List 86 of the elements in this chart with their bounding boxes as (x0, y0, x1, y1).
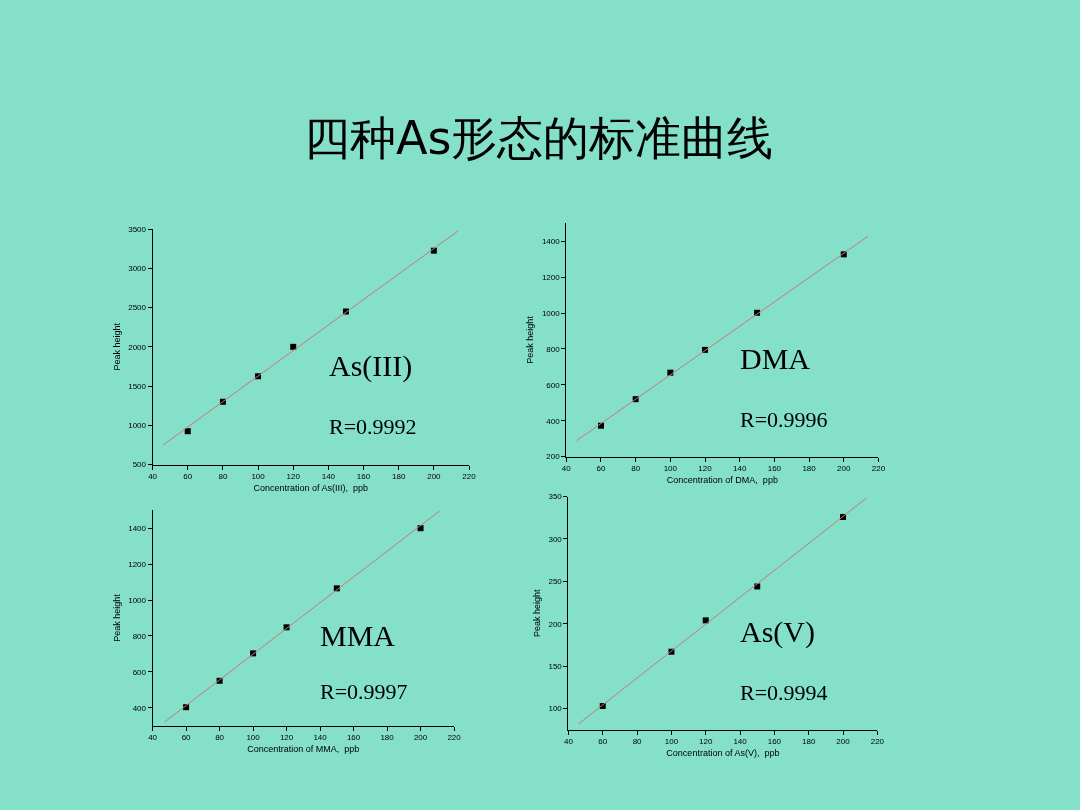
x-tick-label: 180 (380, 733, 395, 743)
x-tick-label: 160 (346, 733, 361, 743)
annotation: R=0.9997 (320, 679, 408, 704)
y-axis-title: Peak height (525, 315, 536, 364)
y-tick-label: 600 (132, 667, 147, 677)
y-axis-title: Peak height (531, 588, 542, 637)
x-tick-label: 180 (802, 464, 817, 474)
x-tick-label: 60 (596, 464, 606, 474)
y-tick-label: 800 (546, 344, 561, 354)
x-tick-label: 100 (246, 733, 261, 743)
y-tick-label: 250 (548, 577, 563, 587)
x-tick-label: 160 (767, 737, 782, 747)
y-tick-label: 1000 (128, 421, 147, 431)
y-axis-title: Peak height (111, 322, 122, 371)
x-axis-title: Concentration of MMA, ppb (247, 744, 360, 755)
y-tick-label: 3500 (128, 224, 147, 234)
x-tick-label: 100 (251, 472, 266, 482)
annotation: As(V) (740, 615, 815, 649)
y-tick-label: 1400 (128, 523, 147, 533)
annotation: R=0.9992 (329, 414, 417, 439)
y-tick-label: 1000 (128, 595, 147, 605)
point (290, 343, 297, 350)
x-tick-label: 80 (215, 733, 225, 743)
x-tick-label: 200 (427, 472, 442, 482)
x-tick-label: 200 (837, 464, 851, 474)
y-tick-label: 2000 (128, 342, 147, 352)
y-tick-label: 350 (548, 492, 563, 502)
y-tick-label: 3000 (128, 264, 147, 274)
x-tick-label: 180 (392, 472, 406, 482)
chart-title: 四种As形态的标准曲线 (304, 111, 774, 165)
x-tick-label: 80 (632, 737, 643, 747)
y-tick-label: 100 (548, 704, 563, 714)
annotation: MMA (320, 619, 396, 652)
y-tick-label: 150 (548, 661, 563, 671)
point (702, 617, 709, 624)
y-axis-title: Peak height (111, 593, 122, 642)
x-tick-label: 140 (733, 464, 747, 474)
x-tick-label: 60 (183, 472, 193, 482)
x-tick-label: 180 (802, 737, 816, 747)
x-axis-title: Concentration of DMA, ppb (666, 474, 778, 485)
x-tick-label: 100 (664, 737, 679, 747)
y-tick-label: 400 (546, 416, 561, 426)
y-tick-label: 1500 (128, 381, 147, 391)
y-tick-label: 300 (548, 534, 563, 544)
x-tick-label: 160 (767, 464, 782, 474)
x-tick-label: 40 (563, 737, 574, 747)
point (184, 428, 191, 435)
x-tick-label: 40 (148, 733, 158, 743)
x-tick-label: 220 (871, 464, 886, 474)
x-tick-label: 220 (870, 737, 885, 747)
y-tick-label: 1400 (541, 237, 561, 247)
y-tick-label: 200 (546, 452, 561, 462)
y-tick-label: 2500 (128, 303, 147, 313)
x-tick-label: 220 (462, 472, 477, 482)
x-tick-label: 120 (699, 737, 713, 747)
annotation: DMA (740, 342, 811, 375)
x-tick-label: 160 (356, 472, 371, 482)
y-tick-label: 800 (132, 631, 147, 641)
x-axis-title: Concentration of As(III), ppb (253, 482, 369, 493)
x-tick-label: 140 (733, 737, 748, 747)
x-tick-label: 80 (218, 472, 228, 482)
x-tick-label: 40 (561, 464, 572, 474)
y-tick-label: 1000 (541, 308, 561, 318)
x-tick-label: 200 (413, 733, 428, 743)
x-tick-label: 220 (447, 733, 462, 743)
annotation: As(III) (329, 349, 413, 383)
y-tick-label: 200 (548, 619, 563, 629)
y-tick-label: 1200 (128, 559, 147, 569)
x-tick-label: 100 (663, 464, 678, 474)
annotation: R=0.9994 (740, 680, 828, 705)
x-tick-label: 60 (598, 737, 608, 747)
x-tick-label: 200 (836, 737, 851, 747)
x-tick-label: 80 (631, 464, 641, 474)
y-tick-label: 1200 (541, 273, 561, 283)
y-tick-label: 400 (132, 703, 147, 713)
y-tick-label: 500 (132, 460, 147, 470)
x-tick-label: 40 (148, 472, 158, 482)
x-tick-label: 120 (698, 464, 713, 474)
annotation: R=0.9996 (740, 407, 828, 432)
x-tick-label: 60 (181, 733, 192, 743)
x-tick-label: 140 (321, 472, 336, 482)
x-axis-title: Concentration of As(V), ppb (666, 748, 780, 759)
y-tick-label: 600 (546, 380, 561, 390)
x-tick-label: 120 (286, 472, 301, 482)
x-tick-label: 140 (313, 733, 328, 743)
x-tick-label: 120 (279, 733, 294, 743)
